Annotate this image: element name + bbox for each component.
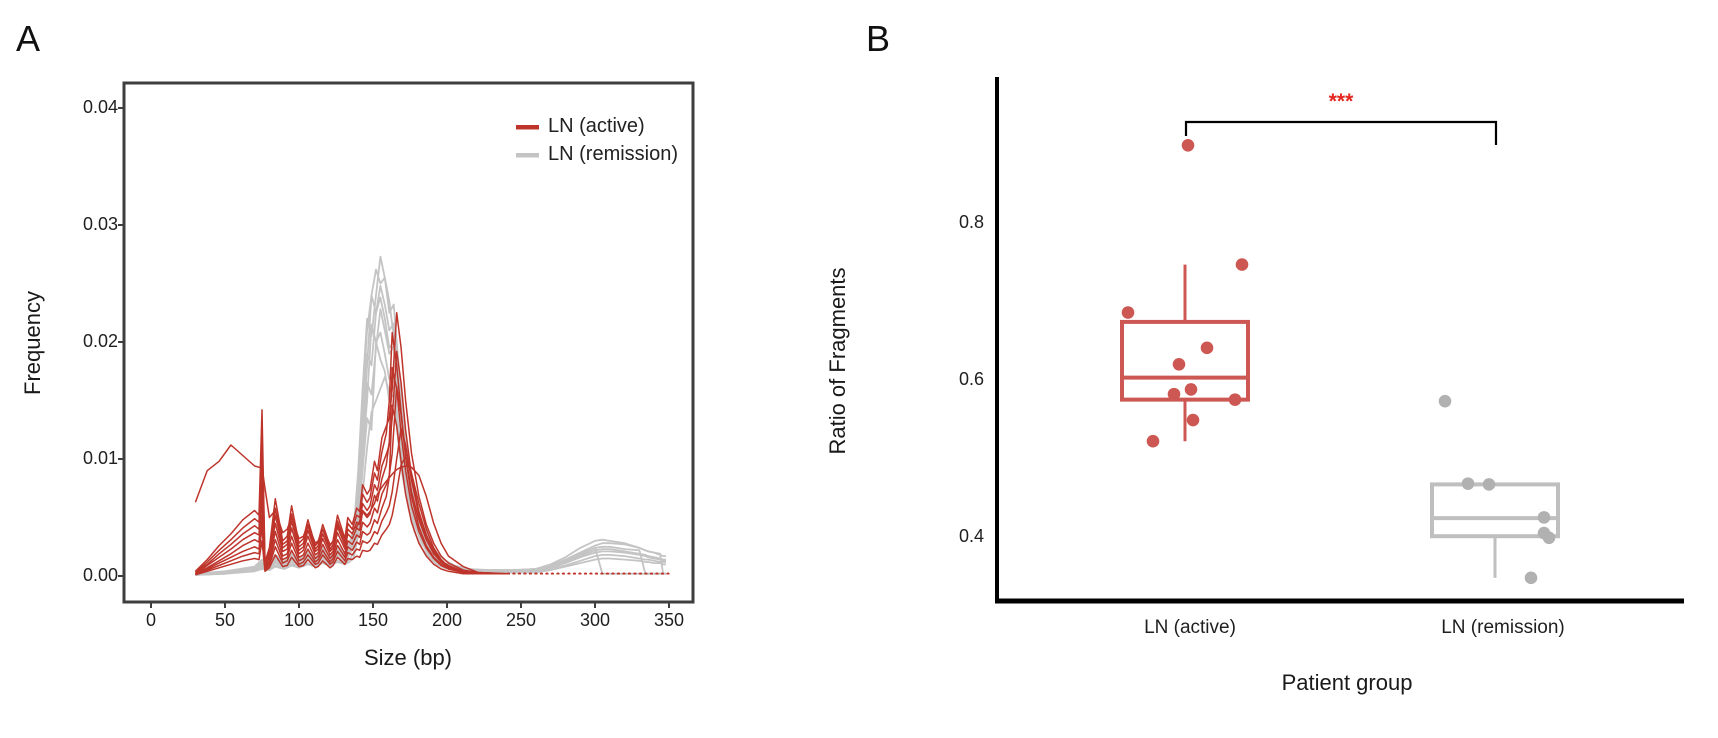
a-x-tick-label: 0 [145, 610, 157, 630]
a-x-tick-label: 200 [431, 610, 463, 630]
a-x-tick-label: 250 [505, 610, 537, 630]
b-y-tick-label: 0.6 [958, 369, 984, 389]
point-active [1121, 306, 1135, 319]
a-x-tick-label: 350 [653, 610, 685, 630]
a-y-axis-title: Frequency [20, 291, 45, 395]
a-y-tick-label: 0.00 [82, 565, 118, 585]
ln-remission-curve [195, 284, 666, 576]
ln-active-curve [195, 455, 508, 576]
point-remission [1461, 477, 1475, 490]
a-y-tick-label: 0.04 [82, 97, 118, 117]
panel-b-label: B [866, 18, 891, 59]
point-active [1200, 341, 1214, 355]
legend-label-ln-active: LN (active) [548, 115, 645, 137]
a-y-tick-label: 0.02 [82, 331, 118, 351]
b-category-ln-remission: LN (remission) [1441, 617, 1565, 638]
a-y-tick-label: 0.03 [82, 214, 118, 234]
point-remission [1537, 511, 1551, 524]
a-x-tick-label: 100 [283, 610, 315, 630]
b-x-axis-title: Patient group [1281, 670, 1413, 695]
point-active [1167, 387, 1181, 401]
point-active [1146, 434, 1160, 448]
ln-remission-curve [195, 294, 666, 576]
point-active [1186, 413, 1200, 427]
legend-swatch-ln-remission [516, 153, 539, 158]
ln-remission-curve [195, 255, 666, 575]
b-y-axis-title: Ratio of Fragments [825, 267, 850, 455]
point-active [1181, 138, 1195, 152]
b-y-tick-label: 0.8 [958, 212, 984, 232]
a-x-axis-title: Size (bp) [363, 645, 453, 670]
ln-active-curve [195, 427, 508, 576]
legend-label-ln-remission: LN (remission) [548, 143, 679, 165]
point-remission [1524, 571, 1538, 585]
point-remission [1542, 531, 1556, 545]
b-category-ln-active: LN (active) [1144, 617, 1236, 638]
ln-remission-curve [195, 268, 666, 575]
point-remission [1438, 394, 1452, 408]
significance-stars: *** [1328, 90, 1354, 113]
a-x-tick-label: 150 [357, 610, 389, 630]
point-active [1235, 258, 1249, 271]
point-active [1228, 393, 1242, 406]
b-y-tick-label: 0.4 [958, 526, 984, 546]
a-x-tick-label: 50 [214, 610, 236, 630]
box-active [1120, 319, 1250, 402]
significance-bracket [1184, 120, 1498, 145]
point-active [1172, 358, 1186, 371]
a-x-tick-label: 300 [579, 610, 611, 630]
panel-a-label: A [16, 18, 41, 59]
legend-swatch-ln-active [516, 125, 539, 130]
ln-remission-curve [195, 376, 666, 576]
point-remission [1482, 478, 1496, 491]
a-y-tick-label: 0.01 [82, 448, 118, 468]
point-active [1184, 383, 1198, 396]
box-remission [1430, 482, 1560, 539]
